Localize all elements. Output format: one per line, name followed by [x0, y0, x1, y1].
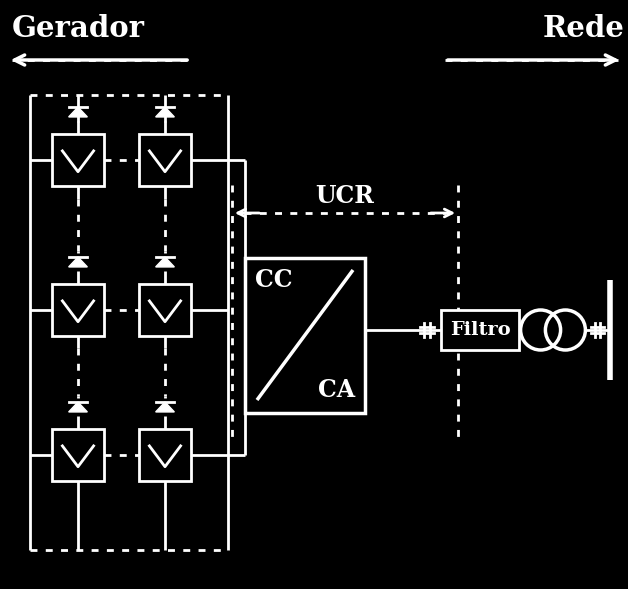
Bar: [52, 284, 104, 336]
Text: CA: CA: [318, 378, 355, 402]
Bar: [52, 429, 104, 481]
Polygon shape: [156, 402, 175, 412]
Text: Gerador: Gerador: [12, 14, 145, 43]
Bar: [52, 134, 104, 186]
Circle shape: [546, 310, 585, 349]
Polygon shape: [156, 257, 175, 267]
Bar: [139, 429, 191, 481]
Polygon shape: [68, 402, 87, 412]
Text: Rede: Rede: [543, 14, 625, 43]
Polygon shape: [156, 107, 175, 117]
Text: UCR: UCR: [315, 184, 374, 208]
Bar: [245, 258, 365, 413]
Polygon shape: [68, 257, 87, 267]
Text: CC: CC: [255, 268, 293, 292]
Bar: [139, 284, 191, 336]
Text: Filtro: Filtro: [450, 321, 511, 339]
Polygon shape: [68, 107, 87, 117]
Bar: [139, 134, 191, 186]
Circle shape: [521, 310, 560, 349]
Bar: [441, 310, 519, 350]
